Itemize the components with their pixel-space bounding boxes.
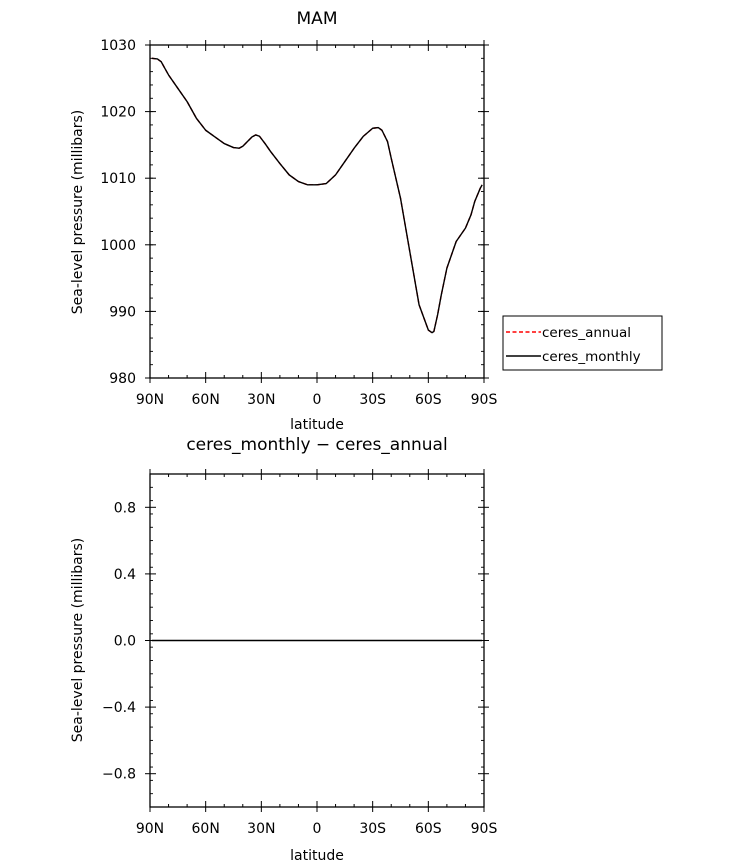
x-tick-label: 0	[313, 821, 322, 837]
y-tick-label: 0.4	[114, 567, 136, 583]
legend-box	[502, 315, 663, 371]
x-tick-label: 30N	[247, 821, 275, 837]
x-axis-label: latitude	[290, 848, 344, 864]
tick-labels: 90N 60N 30N 0 30S 60S 90S 980 990 1000 1010 1020 103…	[100, 38, 497, 408]
legend-label-ceres-monthly: ceres_monthly	[542, 349, 641, 365]
bottom-panel-difference: ceres_monthly − ceres_annual Sea-level p…	[70, 435, 497, 864]
x-tick-label: 60S	[415, 821, 442, 837]
y-tick-label: −0.4	[102, 700, 136, 716]
series-line-ceres-monthly	[151, 57, 483, 334]
tick-labels: 90N 60N 30N 0 30S 60S 90S −0.8 −0.4 0.0 0.4 0.8	[102, 500, 497, 837]
x-tick-label: 60N	[192, 392, 220, 408]
top-panel-sea-level-pressure: MAM Sea-level pressure (millibars) latit…	[70, 9, 497, 433]
y-tick-label: 1020	[100, 105, 136, 121]
x-tick-label: 90S	[471, 821, 498, 837]
x-tick-label: 60S	[415, 392, 442, 408]
y-axis-label: Sea-level pressure (millibars)	[70, 110, 86, 314]
x-tick-label: 30S	[359, 821, 386, 837]
tick-marks	[145, 40, 489, 383]
y-tick-label: 0.0	[114, 634, 136, 650]
x-tick-label: 90N	[136, 392, 164, 408]
plot-frame	[149, 44, 485, 379]
chart-title: ceres_monthly − ceres_annual	[186, 435, 447, 455]
y-tick-label: −0.8	[102, 767, 136, 783]
x-tick-label: 0	[313, 392, 322, 408]
x-tick-label: 60N	[192, 821, 220, 837]
series-line-ceres-annual	[151, 57, 483, 334]
x-tick-label: 90S	[471, 392, 498, 408]
y-tick-label: 980	[109, 371, 136, 387]
y-tick-label: 990	[109, 304, 136, 320]
series-lines	[151, 57, 483, 334]
y-tick-label: 1030	[100, 38, 136, 54]
x-axis-label: latitude	[290, 417, 344, 433]
y-tick-label: 1000	[100, 238, 136, 254]
chart-title: MAM	[297, 9, 338, 29]
y-tick-label: 1010	[100, 171, 136, 187]
x-tick-label: 30N	[247, 392, 275, 408]
y-axis-label: Sea-level pressure (millibars)	[70, 538, 86, 742]
x-tick-label: 90N	[136, 821, 164, 837]
y-tick-label: 0.8	[114, 500, 136, 516]
x-tick-label: 30S	[359, 392, 386, 408]
legend: ceres_annual ceres_monthly	[502, 315, 663, 371]
legend-label-ceres-annual: ceres_annual	[542, 325, 631, 341]
plot-frame	[149, 473, 485, 808]
